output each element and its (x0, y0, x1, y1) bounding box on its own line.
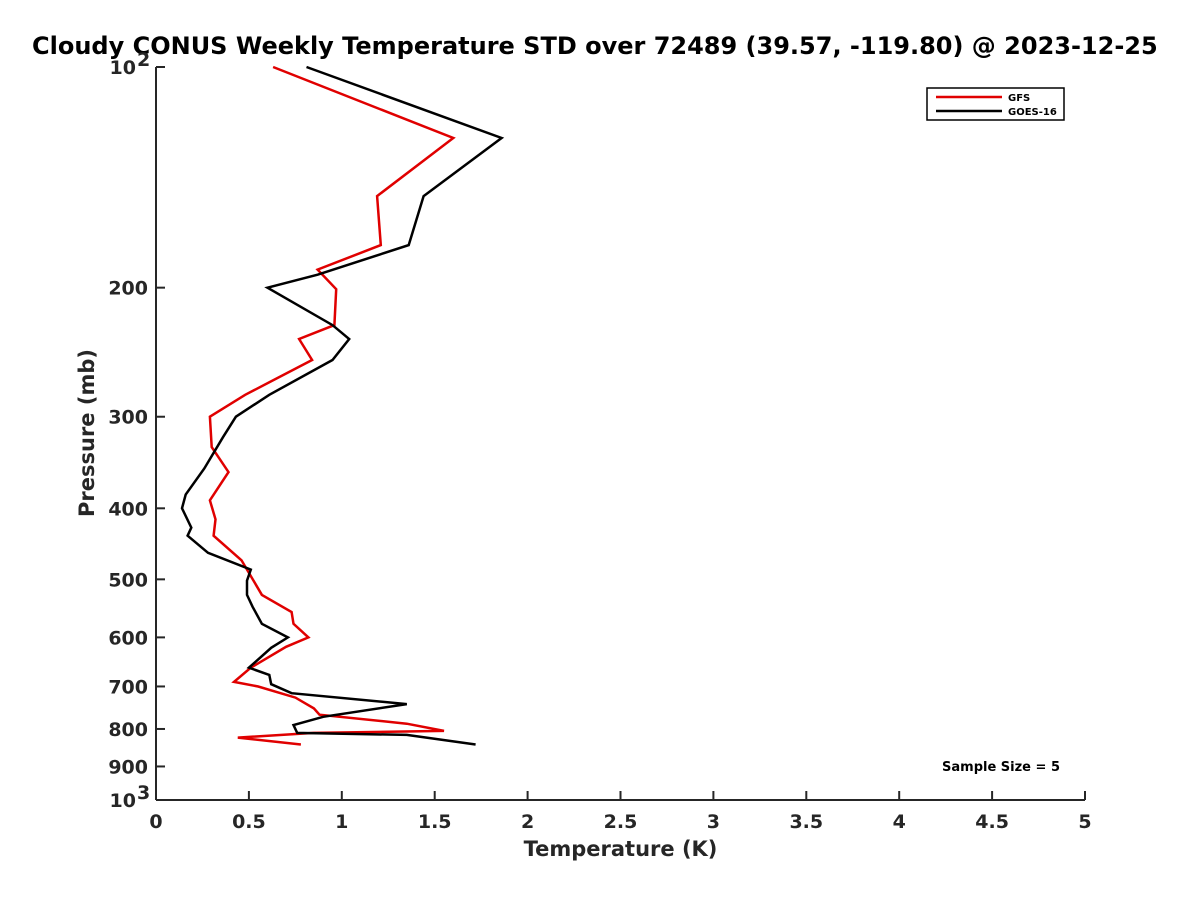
y-tick-label: 10 (110, 57, 136, 79)
x-tick-label: 4.5 (975, 811, 1009, 833)
legend-box (926, 87, 1065, 121)
x-tick-label: 1 (335, 811, 348, 833)
series-line-goes-16 (180, 65, 505, 746)
x-tick-label: 2.5 (604, 811, 638, 833)
y-tick-label: 400 (108, 498, 148, 520)
y-tick-label: 200 (108, 278, 148, 300)
chart-title: Cloudy CONUS Weekly Temperature STD over… (32, 32, 1158, 60)
x-axis-ticks: 0 0.5 1 1.5 2 2.5 3 3.5 4 4.5 5 (149, 791, 1092, 833)
x-tick-label: 2 (521, 811, 534, 833)
series-lines (180, 65, 505, 746)
x-tick-label: 5 (1078, 811, 1091, 833)
y-tick-label: 500 (108, 569, 148, 591)
x-tick-label: 0 (149, 811, 162, 833)
y-tick-label: 900 (108, 756, 148, 778)
y-tick-exponent: 2 (137, 49, 150, 71)
y-tick-exponent: 3 (137, 782, 150, 804)
y-tick-label: 700 (108, 676, 148, 698)
x-tick-label: 3.5 (789, 811, 823, 833)
y-tick-label: 600 (108, 627, 148, 649)
y-tick-label: 300 (108, 407, 148, 429)
legend-label-gfs: GFS (1008, 93, 1030, 104)
legend-label-goes-16: GOES-16 (1008, 107, 1057, 118)
y-tick-label: 10 (110, 790, 136, 812)
x-axis-label: Temperature (K) (524, 837, 718, 861)
y-axis-label: Pressure (mb) (75, 349, 99, 517)
x-tick-label: 4 (893, 811, 906, 833)
sample-size-annotation: Sample Size = 5 (942, 760, 1060, 775)
legend: GFS GOES-16 (926, 87, 1065, 121)
x-tick-label: 0.5 (232, 811, 266, 833)
series-line-gfs (208, 65, 456, 746)
x-tick-label: 1.5 (418, 811, 452, 833)
y-tick-label: 800 (108, 719, 148, 741)
plot-area (155, 67, 1085, 801)
x-tick-label: 3 (707, 811, 720, 833)
